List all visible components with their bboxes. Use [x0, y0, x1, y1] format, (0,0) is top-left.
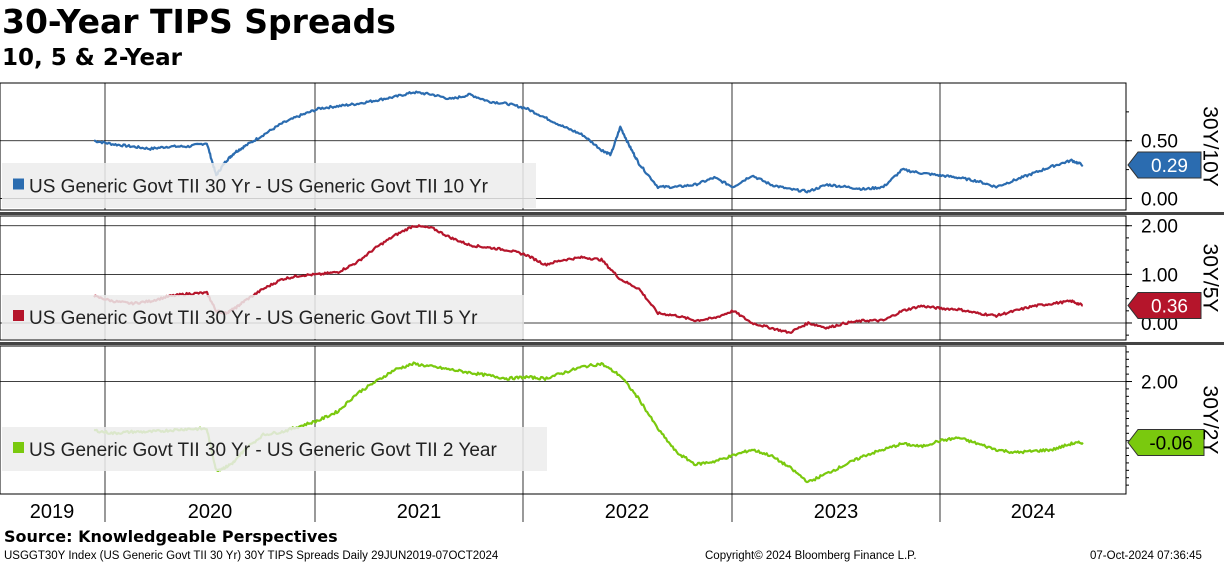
- y-tick-label: 0.50: [1141, 132, 1178, 153]
- panel-label: 30Y/10Y: [1198, 106, 1221, 187]
- legend-swatch: [13, 442, 24, 453]
- x-tick-label: 2020: [188, 501, 233, 523]
- x-tick-label: 2024: [1011, 501, 1056, 523]
- last-value-tag: [1127, 291, 1202, 319]
- panel-frame: [0, 82, 1127, 211]
- panel-frame: [0, 215, 1127, 341]
- last-value-tag: [1127, 151, 1202, 179]
- ticker-line: USGGT30Y Index (US Generic Govt TII 30 Y…: [4, 550, 499, 562]
- panel-frame: [0, 345, 1127, 495]
- legend-swatch: [13, 178, 24, 190]
- legend-box: [2, 163, 536, 208]
- legend-label: US Generic Govt TII 30 Yr - US Generic G…: [29, 308, 478, 329]
- last-value-tag: [1127, 428, 1205, 456]
- panel-label: 30Y/2Y: [1198, 386, 1221, 455]
- panel-separator: [0, 212, 1224, 215]
- legend-box: [2, 427, 547, 471]
- legend-swatch: [13, 310, 24, 321]
- x-tick-label: 2021: [397, 501, 442, 523]
- x-tick-label: 2023: [814, 501, 859, 523]
- last-value-label: 0.29: [1151, 156, 1188, 177]
- y-tick-label: 0.00: [1141, 314, 1178, 335]
- legend-label: US Generic Govt TII 30 Yr - US Generic G…: [29, 440, 497, 461]
- series-line: [93, 90, 1084, 194]
- panel-separator: [0, 342, 1224, 345]
- page-subtitle: 10, 5 & 2-Year: [2, 45, 183, 71]
- timestamp: 07-Oct-2024 07:36:45: [1090, 550, 1202, 562]
- y-tick-label: 2.00: [1141, 373, 1178, 394]
- y-tick-label: 2.00: [1141, 217, 1178, 238]
- last-value-label: 0.36: [1151, 296, 1188, 317]
- source-note: Source: Knowledgeable Perspectives: [4, 527, 338, 546]
- page-title: 30-Year TIPS Spreads: [2, 2, 396, 41]
- y-tick-label: 1.00: [1141, 265, 1178, 286]
- copyright-note: Copyright© 2024 Bloomberg Finance L.P.: [705, 550, 917, 562]
- last-value-label: -0.06: [1149, 433, 1192, 454]
- legend-label: US Generic Govt TII 30 Yr - US Generic G…: [29, 177, 489, 198]
- legend-box: [2, 295, 524, 339]
- x-tick-label: 2019: [30, 501, 75, 523]
- x-tick-label: 2022: [605, 501, 650, 523]
- y-tick-label: 0.00: [1141, 189, 1178, 210]
- panel-label: 30Y/5Y: [1198, 244, 1221, 313]
